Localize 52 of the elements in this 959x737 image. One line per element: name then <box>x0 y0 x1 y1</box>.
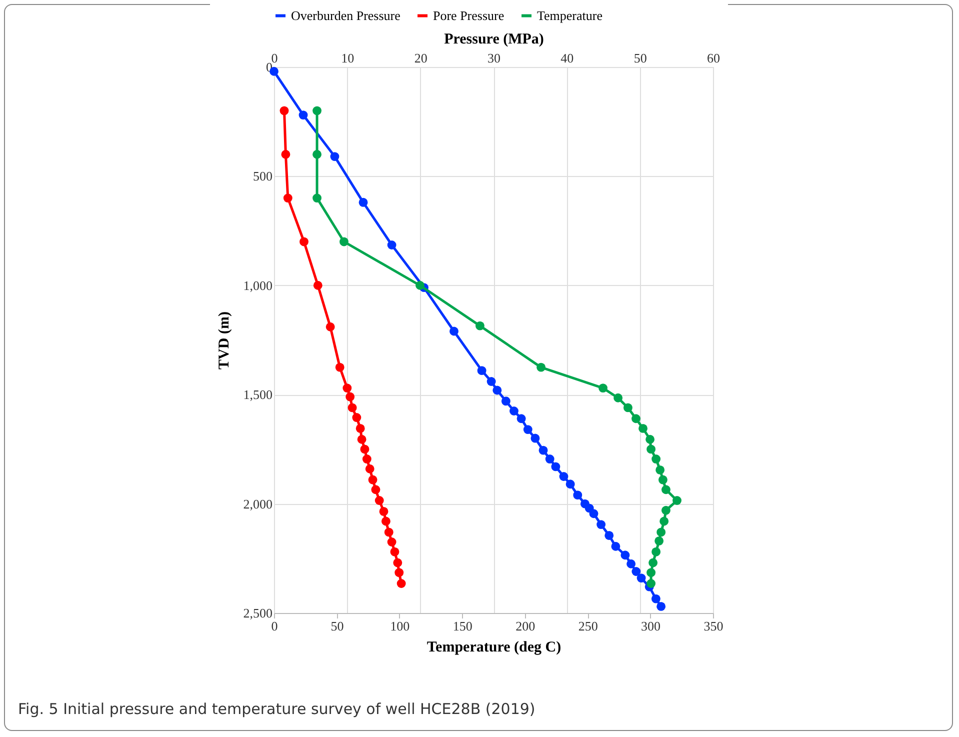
y-axis-title: TVD (m) <box>216 312 232 370</box>
y-tick-label: 1,000 <box>243 278 272 293</box>
point <box>661 485 670 494</box>
x2-tick-label: 50 <box>634 50 647 66</box>
point <box>646 568 656 578</box>
x-tick-label: 300 <box>641 618 661 634</box>
point <box>536 362 546 372</box>
point <box>416 280 424 290</box>
caption: Fig. 5 Initial pressure and temperature survey of well HCE28B (2019) <box>18 700 536 718</box>
y-tick-label: 500 <box>253 168 272 184</box>
x2-tick-label: 60 <box>707 50 720 66</box>
point <box>646 579 656 588</box>
point <box>632 414 640 424</box>
x2-tick-label: 40 <box>560 50 574 66</box>
x-axis-title: Temperature (deg C) <box>426 640 562 656</box>
point <box>646 434 655 444</box>
point <box>312 194 322 203</box>
point <box>340 237 348 246</box>
x-tick-label: 150 <box>452 618 472 634</box>
y-tick-label: 2,500 <box>243 606 272 620</box>
x2-tick-label: 30 <box>488 50 500 66</box>
x-tick-label: 100 <box>390 618 410 634</box>
x-tick-label: 250 <box>578 618 598 634</box>
legend-label: Overburden Pressure <box>291 8 401 23</box>
point <box>638 424 648 433</box>
x-tick-label: 50 <box>330 618 344 634</box>
legend-label: Pore Pressure <box>433 8 504 23</box>
point <box>658 475 668 484</box>
x2-tick-label: 20 <box>414 50 428 66</box>
point <box>660 516 669 526</box>
y-tick-label: 1,500 <box>243 387 272 402</box>
point <box>598 384 608 393</box>
x2-axis-title: Pressure (MPa) <box>444 32 544 48</box>
x-tick-label: 350 <box>704 618 724 634</box>
point <box>672 496 682 505</box>
y-tick-label: 2,000 <box>243 496 272 512</box>
point <box>475 321 484 330</box>
point <box>312 150 322 159</box>
x-tick-label: 200 <box>516 618 536 634</box>
point <box>648 558 658 568</box>
point <box>623 403 632 412</box>
point <box>312 106 322 116</box>
point <box>656 528 666 537</box>
point <box>652 547 661 556</box>
point <box>656 465 665 474</box>
point <box>614 393 623 402</box>
x2-tick-label: 10 <box>341 50 354 66</box>
point <box>652 454 661 464</box>
point <box>661 506 670 515</box>
legend-label: Temperature <box>537 8 603 23</box>
point <box>646 444 656 454</box>
point <box>654 536 664 546</box>
